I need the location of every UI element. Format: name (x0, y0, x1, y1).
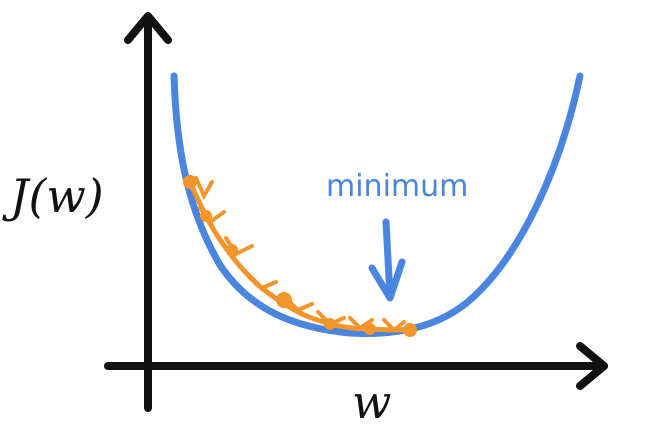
arrow-down-icon (368, 218, 406, 302)
axes (104, 12, 608, 412)
descent-point (364, 323, 376, 335)
y-axis-label: J(w) (2, 169, 104, 223)
descent-path (183, 175, 417, 337)
descent-point (276, 292, 292, 308)
descent-point (226, 244, 238, 256)
descent-point (183, 175, 197, 189)
minimum-label: minimum (326, 169, 468, 204)
descent-point (200, 210, 212, 222)
descent-point (403, 323, 417, 337)
x-axis-label: w (352, 375, 391, 429)
descent-point (324, 318, 336, 330)
x-axis-arrowhead (576, 342, 608, 390)
cost-curve (170, 72, 584, 337)
y-axis-arrowhead (124, 12, 172, 44)
descent-points (183, 175, 417, 337)
